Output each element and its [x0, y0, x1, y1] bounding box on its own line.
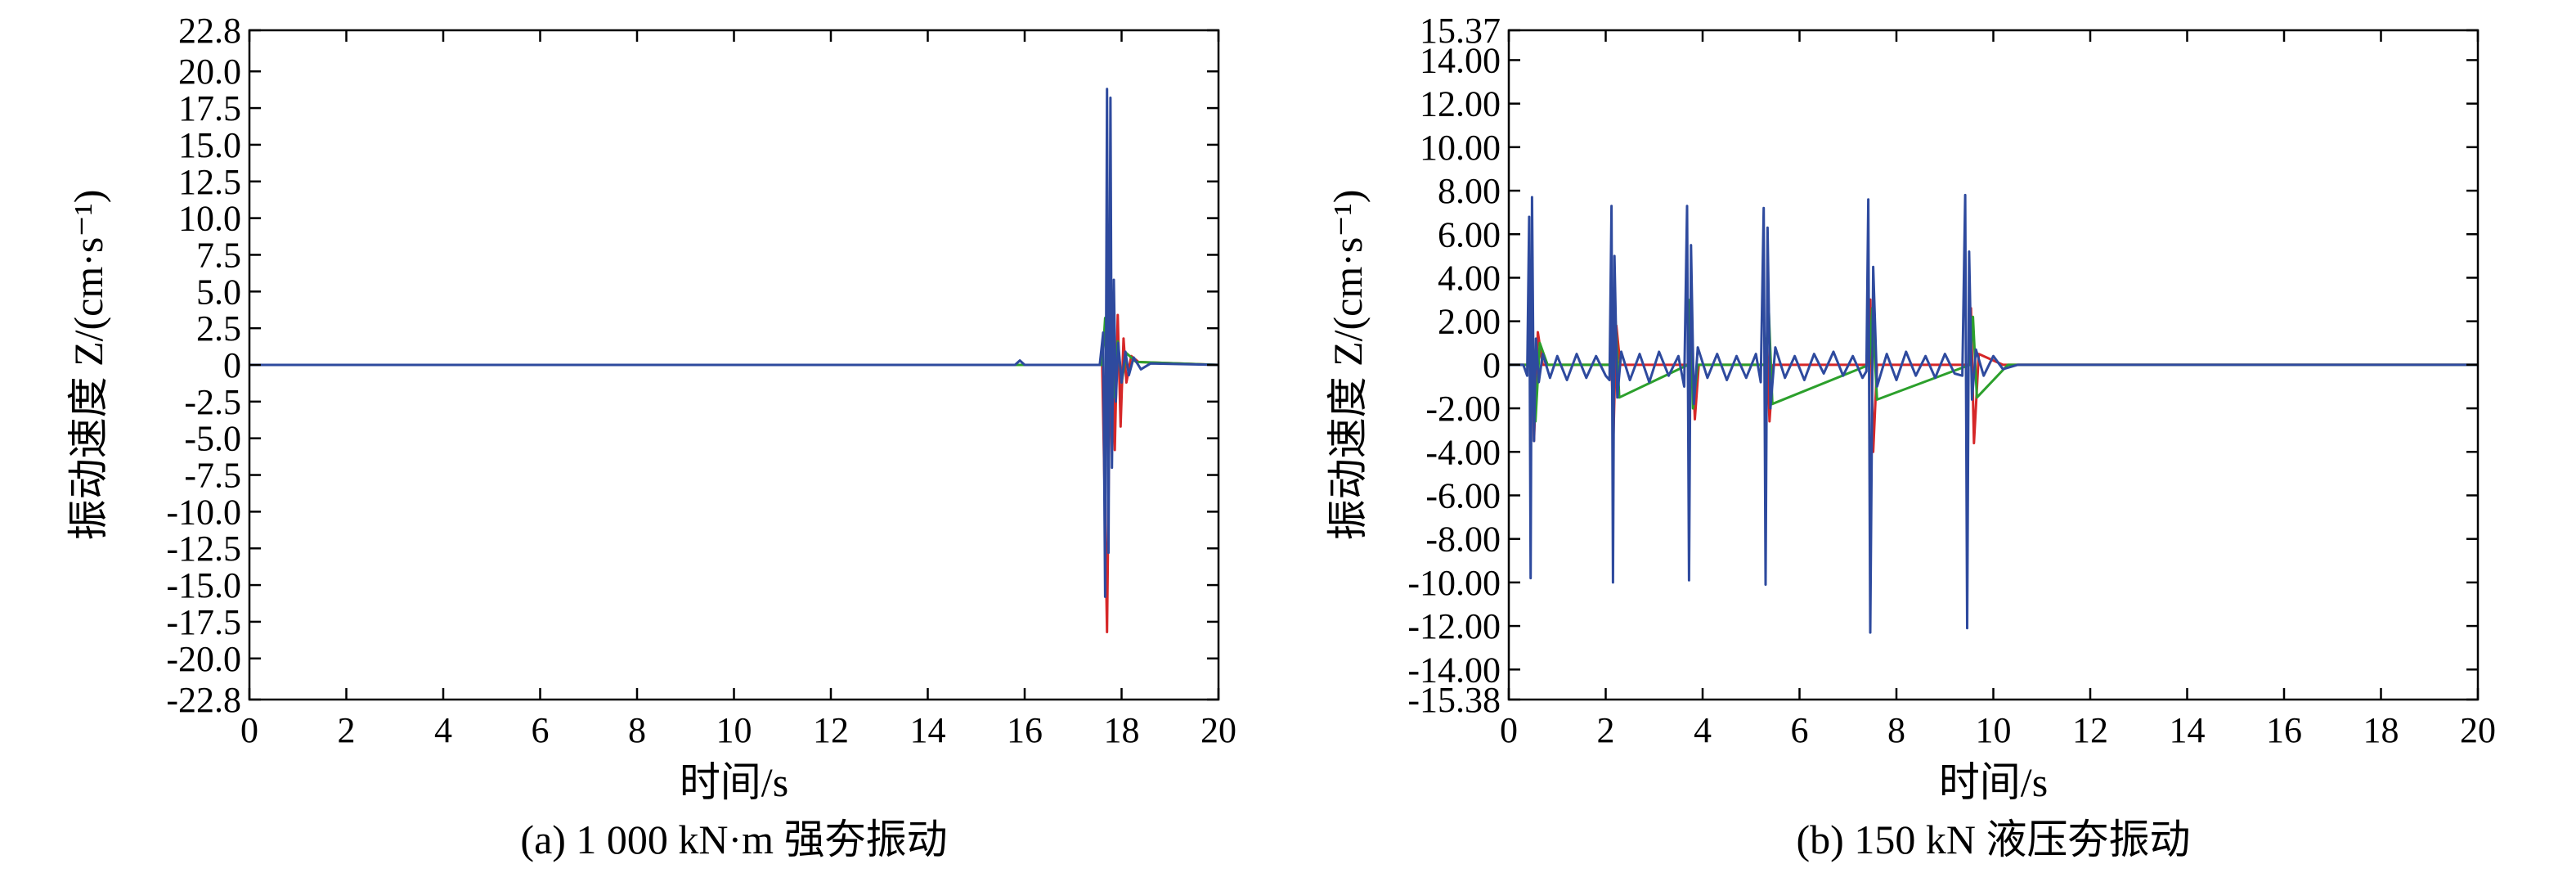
x-tick-label: 0: [1500, 710, 1518, 750]
x-tick-label: 8: [628, 710, 646, 750]
y-tick-label: -20.0: [166, 639, 241, 679]
y-tick-label: 14.00: [1420, 40, 1501, 80]
x-tick-label: 14: [2170, 710, 2206, 750]
series-line-1: [249, 317, 1218, 425]
series-line-0: [249, 297, 1218, 633]
y-tick-label: 10.0: [178, 199, 241, 239]
y-tick-label: 15.0: [178, 125, 241, 165]
x-tick-label: 0: [240, 710, 258, 750]
x-tick-label: 18: [1104, 710, 1140, 750]
x-tick-label: 16: [1007, 710, 1043, 750]
y-tick-label: -12.5: [166, 529, 241, 569]
series-line-2: [249, 88, 1218, 598]
y-tick-label: -2.5: [184, 382, 241, 422]
y-tick-label: -15.0: [166, 565, 241, 605]
x-tick-label: 4: [1694, 710, 1712, 750]
y-axis-title: 振动速度 Z/(cm·s⁻¹): [65, 190, 111, 541]
x-tick-label: 4: [434, 710, 452, 750]
x-tick-label: 10: [716, 710, 752, 750]
chart-b: 0 2 4 6 8 10 12 14 16 18 20 15.3714.0012.0010.008.0…: [1325, 11, 2496, 862]
y-tick-label: -22.8: [166, 680, 241, 720]
y-tick-label: 12.5: [178, 162, 241, 202]
x-tick-label: 14: [910, 710, 946, 750]
x-tick-label: 18: [2363, 710, 2399, 750]
y-tick-label: 22.8: [178, 11, 241, 51]
x-axis-title: 时间/s: [680, 759, 788, 805]
series-group: [1509, 193, 2478, 634]
x-tick-label: 12: [813, 710, 849, 750]
x-tick-label: 16: [2266, 710, 2302, 750]
x-tick-label: 20: [1200, 710, 1236, 750]
y-tick-label: -2.00: [1425, 389, 1501, 429]
x-axis-title: 时间/s: [1939, 759, 2048, 805]
y-tick-label: 10.00: [1420, 128, 1501, 168]
y-tick-label: -17.5: [166, 602, 241, 642]
x-tick-label: 2: [338, 710, 356, 750]
y-tick-label: -7.5: [184, 456, 241, 496]
chart-a: 0 2 4 6 8 10 12 14 16 18 20 22.820.017.515.012.510.…: [65, 11, 1236, 862]
y-tick-label: -10.00: [1407, 563, 1501, 603]
chart-caption: (a) 1 000 kN·m 强夯振动: [520, 817, 947, 862]
x-tick-label: 8: [1887, 710, 1905, 750]
y-tick-label: -15.38: [1407, 680, 1501, 720]
series-line-2: [1509, 193, 2478, 634]
y-tick-label: 17.5: [178, 88, 241, 128]
y-tick-label: -10.0: [166, 492, 241, 532]
series-group: [249, 88, 1218, 633]
x-tick-label: 6: [1791, 710, 1809, 750]
x-tick-label: 10: [1976, 710, 2012, 750]
y-tick-label: 5.0: [196, 272, 241, 312]
y-tick-label: 15.37: [1420, 11, 1501, 51]
chart-caption: (b) 150 kN 液压夯振动: [1797, 817, 2191, 862]
y-tick-label: 0: [223, 345, 241, 385]
y-tick-label: -4.00: [1425, 432, 1501, 472]
y-tick-label: -14.00: [1407, 650, 1501, 690]
y-tick-label: 7.5: [196, 235, 241, 275]
y-tick-label: 8.00: [1438, 171, 1501, 211]
y-tick-label: 6.00: [1438, 214, 1501, 254]
y-tick-label: 2.00: [1438, 302, 1501, 342]
y-axis-title: 振动速度 Z/(cm·s⁻¹): [1325, 190, 1371, 541]
y-tick-label: -5.0: [184, 419, 241, 459]
x-tick-label: 6: [532, 710, 550, 750]
y-tick-label: -6.00: [1425, 475, 1501, 515]
y-tick-label: -12.00: [1407, 606, 1501, 646]
y-tick-label: 12.00: [1420, 84, 1501, 124]
x-tick-label: 2: [1597, 710, 1615, 750]
y-tick-label: -8.00: [1425, 520, 1501, 560]
y-tick-label: 4.00: [1438, 258, 1501, 298]
y-tick-label: 2.5: [196, 308, 241, 349]
x-tick-label: 20: [2460, 710, 2496, 750]
y-tick-label: 0: [1483, 345, 1501, 385]
series-line-0: [1509, 298, 2478, 453]
y-tick-label: 20.0: [178, 52, 241, 92]
x-tick-label: 12: [2072, 710, 2108, 750]
